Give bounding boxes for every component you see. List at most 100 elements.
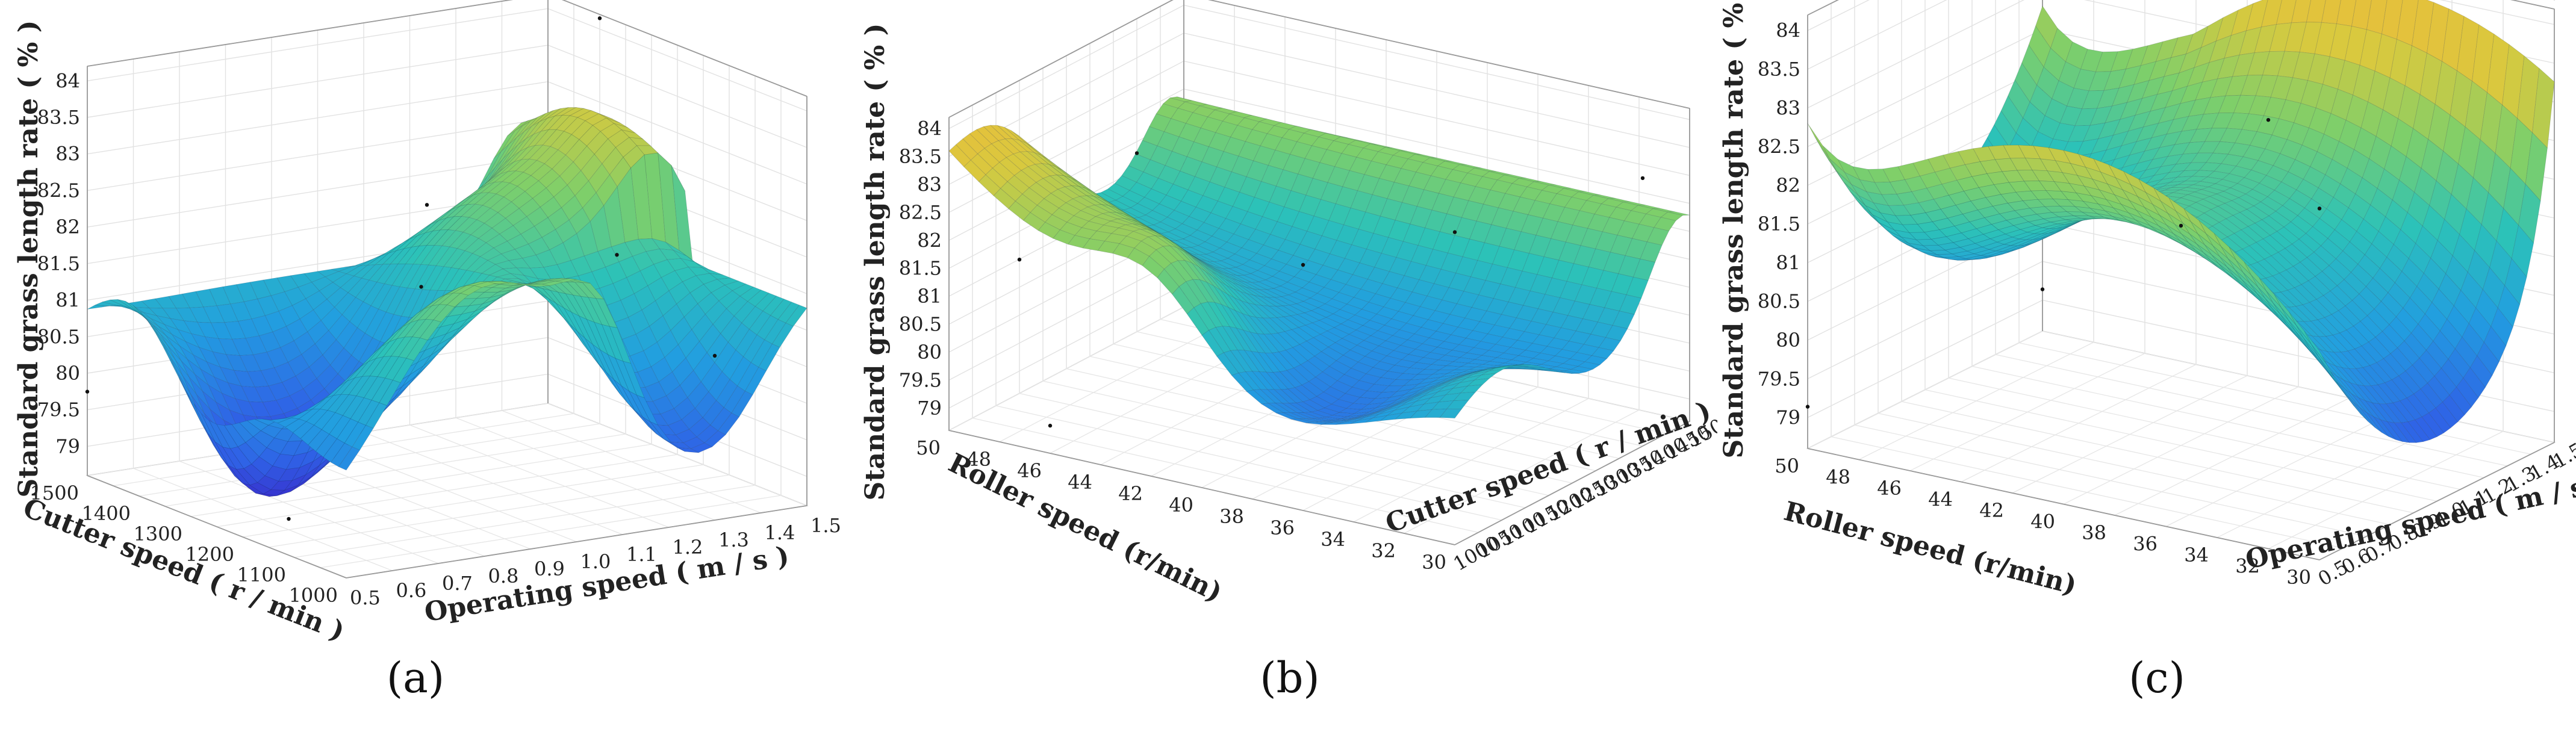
- left-tick-a-2: 1200: [185, 543, 234, 566]
- z-axis-label-b: Standard grass length rate ( % ): [860, 23, 891, 501]
- left-tick-b-9: 32: [1371, 539, 1396, 562]
- z-tick-a-2: 80: [55, 362, 80, 385]
- z-tick-b-8: 83: [917, 173, 942, 196]
- z-tick-c-3: 80.5: [1758, 290, 1800, 313]
- left-tick-b-0: 50: [916, 436, 941, 459]
- design-points-b: [1017, 151, 1645, 428]
- z-tick-a-1: 79.5: [37, 399, 80, 421]
- right-tick-a-9: 1.4: [765, 521, 795, 544]
- z-tick-c-9: 83.5: [1758, 58, 1800, 81]
- z-tick-b-2: 80: [917, 341, 942, 364]
- left-tick-b-10: 30: [1422, 551, 1446, 574]
- z-axis-label-a: Standard grass length rate ( % ): [13, 20, 44, 498]
- right-tick-a-1: 0.6: [396, 579, 427, 602]
- left-tick-a-5: 1500: [30, 482, 79, 504]
- z-tick-b-1: 79.5: [899, 368, 942, 391]
- z-tick-a-0: 79: [55, 435, 80, 458]
- left-tick-c-1: 48: [1826, 466, 1850, 489]
- z-axis-ticks-c: 79 79.5 80 80.5 81 81.5 82 82.5 83 83.5 84: [1758, 19, 1800, 429]
- z-axis-ticks-a: 79 79.5 80 80.5 81 81.5 82 82.5 83 83.5 84: [37, 69, 80, 458]
- sample-point-a-6: [597, 16, 602, 20]
- left-tick-b-7: 36: [1270, 517, 1295, 539]
- right-axis-ticks-a: 0.5 0.6 0.7 0.8 0.9 1.0 1.1 1.2 1.3 1.4 1.5: [350, 514, 841, 609]
- right-tick-a-0: 0.5: [350, 586, 381, 609]
- left-tick-a-4: 1400: [82, 502, 131, 525]
- left-tick-b-6: 38: [1219, 505, 1244, 528]
- design-points-a: [85, 16, 717, 521]
- right-tick-a-8: 1.3: [718, 529, 749, 551]
- z-axis-ticks-b: 79 79.5 80 80.5 81 81.5 82 82.5 83 83.5 84: [899, 117, 942, 420]
- left-tick-c-3: 44: [1928, 488, 1953, 511]
- sample-point-a-5: [712, 353, 717, 358]
- z-tick-c-6: 82: [1776, 174, 1800, 197]
- sample-point-b-0: [1452, 230, 1457, 234]
- sample-point-c-0: [2317, 206, 2322, 211]
- sample-point-c-2: [1805, 405, 1810, 409]
- z-tick-c-7: 82.5: [1758, 135, 1800, 158]
- left-tick-c-5: 40: [2030, 510, 2055, 533]
- z-tick-a-10: 84: [55, 69, 80, 92]
- panel-c: 79 79.5 80 80.5 81 81.5 82 82.5 83 83.5 84 Standard…: [1717, 0, 2576, 729]
- sample-point-b-3: [1017, 258, 1022, 262]
- z-tick-c-1: 79.5: [1758, 367, 1800, 390]
- left-tick-b-5: 40: [1169, 494, 1193, 517]
- panel-a: 79 79.5 80 80.5 81 81.5 82 82.5 83 83.5 84 Standard…: [0, 0, 859, 729]
- z-tick-b-9: 83.5: [899, 145, 942, 168]
- sample-point-b-2: [1048, 423, 1053, 428]
- surface-plot-b: 79 79.5 80 80.5 81 81.5 82 82.5 83 83.5 84 Standard…: [860, 0, 1717, 609]
- z-tick-c-0: 79: [1776, 406, 1800, 429]
- surface-plot-a: 79 79.5 80 80.5 81 81.5 82 82.5 83 83.5 84 Standard…: [13, 0, 841, 647]
- left-tick-c-7: 36: [2133, 533, 2158, 556]
- left-tick-b-4: 42: [1118, 482, 1143, 505]
- z-axis-label-c: Standard grass length rate ( % ): [1719, 0, 1749, 458]
- right-tick-a-7: 1.2: [673, 536, 703, 559]
- sample-point-b-4: [1134, 151, 1139, 155]
- sample-point-c-3: [2040, 287, 2045, 291]
- sample-point-a-3: [419, 285, 423, 289]
- surface-c: [1807, 0, 2555, 443]
- surface-b: [948, 96, 1690, 425]
- right-tick-a-10: 1.5: [810, 514, 841, 537]
- z-tick-c-8: 83: [1776, 96, 1800, 119]
- left-tick-b-3: 44: [1068, 471, 1092, 494]
- z-tick-b-0: 79: [917, 397, 942, 420]
- design-points-c: [1805, 0, 2556, 409]
- z-tick-b-5: 81.5: [899, 257, 942, 280]
- right-tick-a-5: 1.0: [580, 550, 611, 573]
- z-tick-c-2: 80: [1776, 329, 1800, 352]
- sample-point-a-4: [615, 253, 619, 257]
- left-tick-c-10: 30: [2286, 566, 2311, 589]
- right-tick-a-3: 0.8: [488, 565, 519, 588]
- left-tick-b-2: 46: [1017, 459, 1042, 482]
- z-tick-a-9: 83.5: [37, 106, 80, 129]
- surface-a: [87, 107, 807, 497]
- sample-point-b-5: [1640, 176, 1645, 181]
- left-tick-a-3: 1300: [134, 523, 182, 545]
- sample-point-c-1: [2266, 118, 2271, 122]
- left-tick-b-1: 48: [966, 448, 991, 471]
- left-tick-c-9: 32: [2235, 555, 2260, 578]
- z-tick-a-8: 83: [55, 143, 80, 166]
- panel-b: 79 79.5 80 80.5 81 81.5 82 82.5 83 83.5 84 Standard…: [859, 0, 1717, 729]
- left-tick-c-4: 42: [1979, 499, 2004, 522]
- z-tick-b-4: 81: [917, 285, 942, 308]
- caption-c: (c): [2129, 653, 2185, 703]
- z-tick-a-4: 81: [55, 289, 80, 312]
- left-axis-ticks-c: 50 48 46 44 42 40 38 36 34 32 30: [1775, 454, 2311, 589]
- left-axis-ticks-b: 50 48 46 44 42 40 38 36 34 32 30: [916, 436, 1446, 574]
- z-tick-c-5: 81.5: [1758, 212, 1800, 235]
- caption-b: (b): [1260, 653, 1320, 703]
- z-tick-c-4: 81: [1776, 251, 1800, 274]
- sample-point-a-1: [287, 517, 291, 521]
- left-tick-a-1: 1100: [237, 563, 286, 586]
- sample-point-b-1: [1301, 262, 1305, 267]
- sample-point-a-0: [85, 389, 90, 394]
- z-tick-c-10: 84: [1776, 19, 1800, 42]
- z-tick-a-3: 80.5: [37, 325, 80, 348]
- right-tick-a-6: 1.1: [626, 543, 657, 566]
- left-tick-c-2: 46: [1877, 477, 1902, 500]
- left-tick-c-8: 34: [2184, 544, 2209, 566]
- z-tick-b-3: 80.5: [899, 313, 942, 336]
- caption-a: (a): [386, 653, 445, 703]
